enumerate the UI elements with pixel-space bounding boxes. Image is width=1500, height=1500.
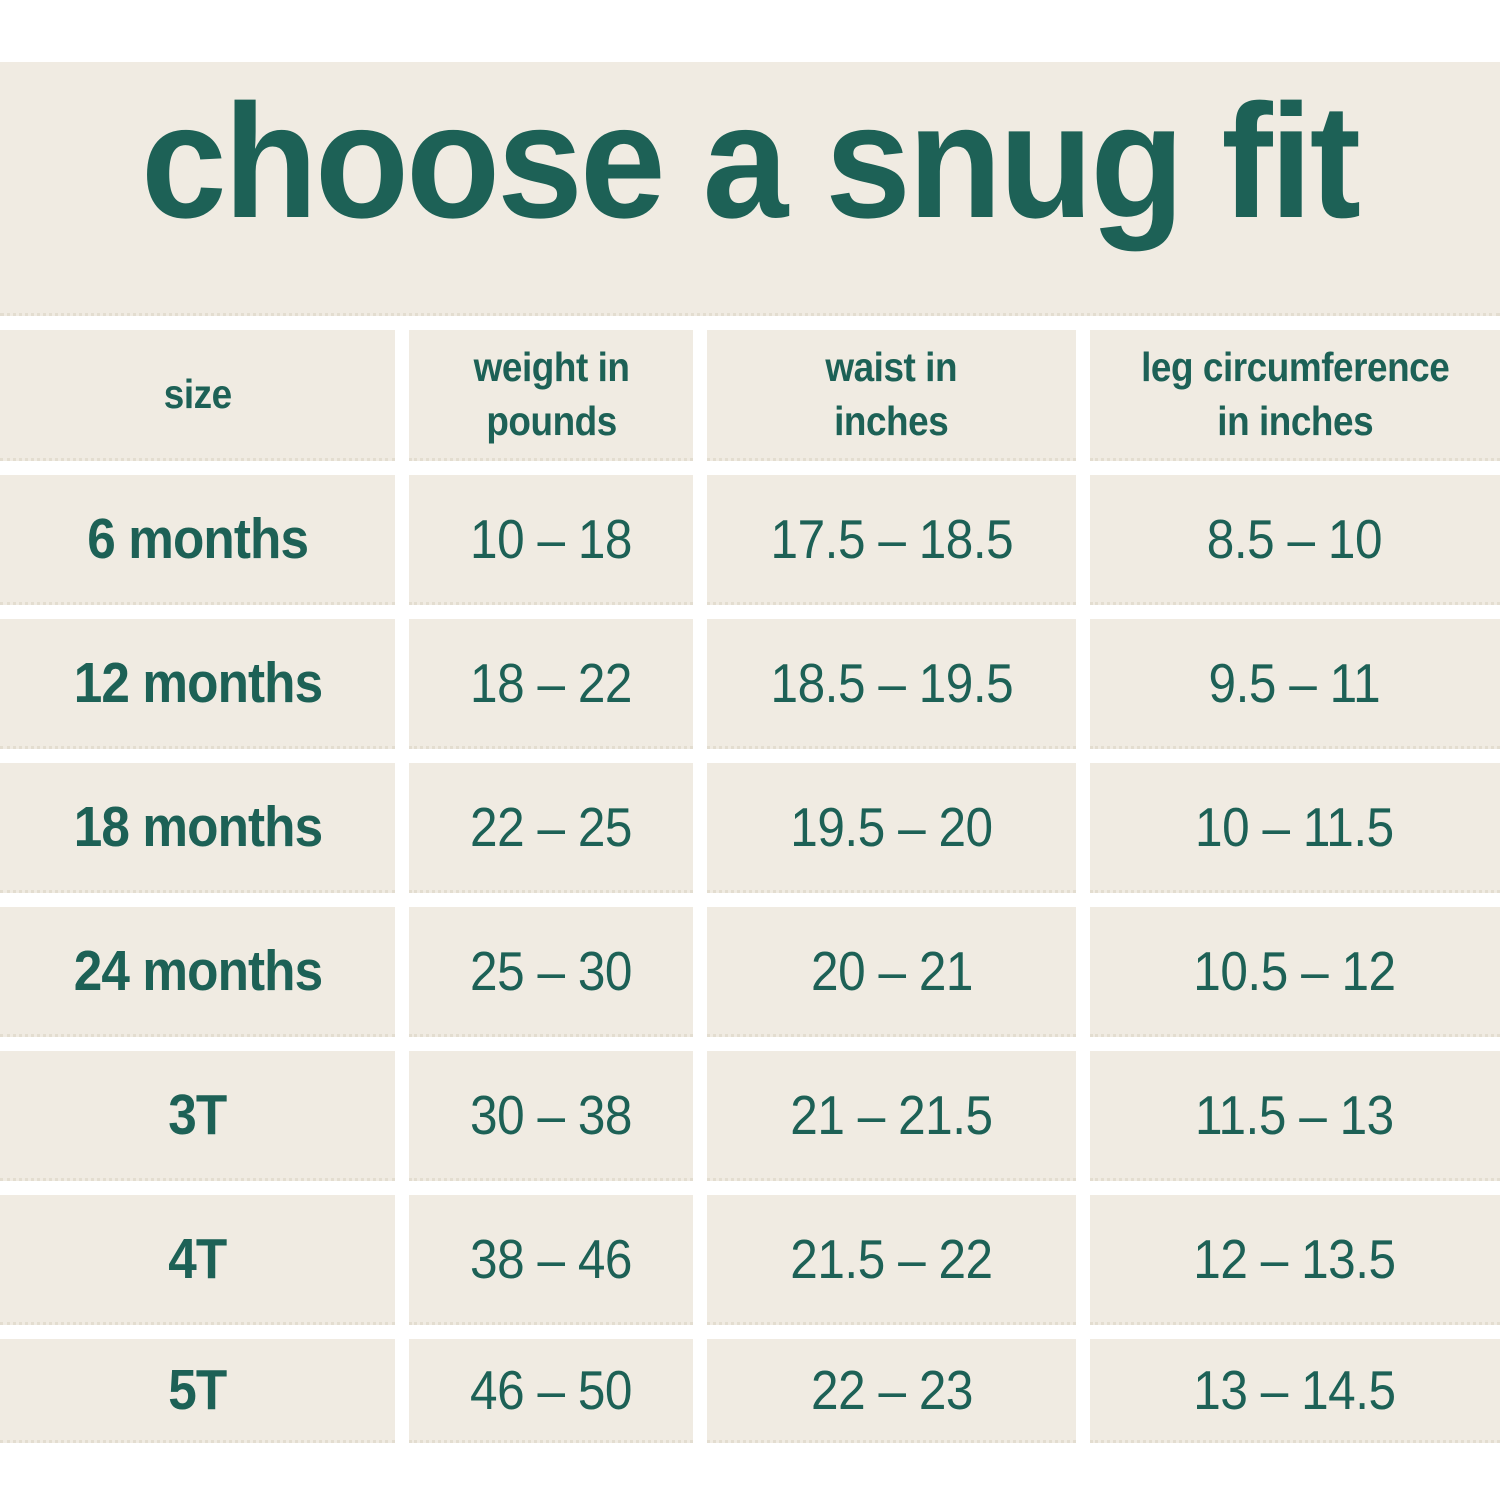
page-title: choose a snug fit	[141, 70, 1361, 252]
leg-value-cell: 8.5 – 10	[1089, 475, 1500, 605]
weight-value-cell: 38 – 46	[409, 1195, 694, 1325]
waist-value: 20 – 21	[810, 939, 973, 1002]
waist-value-cell: 22 – 23	[707, 1339, 1076, 1443]
size-label-cell: 6 months	[0, 475, 396, 605]
weight-value-cell: 22 – 25	[409, 763, 694, 893]
size-label: 6 months	[87, 506, 309, 571]
size-label-cell: 12 months	[0, 619, 396, 749]
size-label-cell: 3T	[0, 1051, 396, 1181]
weight-value-cell: 18 – 22	[409, 619, 694, 749]
weight-value: 18 – 22	[470, 651, 633, 714]
size-label-cell: 4T	[0, 1195, 396, 1325]
size-label-cell: 24 months	[0, 907, 396, 1037]
column-header-leg: leg circumference in inches	[1089, 330, 1500, 461]
waist-value: 21.5 – 22	[790, 1227, 993, 1290]
column-header-weight-label: weight in pounds	[473, 343, 630, 444]
leg-value: 8.5 – 10	[1207, 507, 1383, 570]
leg-value-cell: 10 – 11.5	[1089, 763, 1500, 893]
leg-value-cell: 9.5 – 11	[1089, 619, 1500, 749]
waist-value: 17.5 – 18.5	[770, 507, 1013, 570]
size-label-cell: 18 months	[0, 763, 396, 893]
weight-value: 46 – 50	[470, 1358, 633, 1421]
column-header-waist-label: waist in inches	[825, 343, 958, 444]
weight-value: 38 – 46	[470, 1227, 633, 1290]
leg-value-cell: 11.5 – 13	[1089, 1051, 1500, 1181]
leg-value: 13 – 14.5	[1193, 1358, 1397, 1421]
title-banner: choose a snug fit	[0, 62, 1500, 316]
column-header-waist: waist in inches	[707, 330, 1076, 461]
size-label: 24 months	[73, 938, 322, 1003]
waist-value-cell: 21 – 21.5	[707, 1051, 1076, 1181]
waist-value-cell: 21.5 – 22	[707, 1195, 1076, 1325]
size-label: 5T	[168, 1357, 228, 1422]
weight-value-cell: 46 – 50	[409, 1339, 694, 1443]
weight-value: 25 – 30	[470, 939, 633, 1002]
column-header-weight: weight in pounds	[409, 330, 694, 461]
leg-value: 10.5 – 12	[1193, 939, 1397, 1002]
weight-value-cell: 10 – 18	[409, 475, 694, 605]
waist-value: 18.5 – 19.5	[770, 651, 1013, 714]
weight-value: 30 – 38	[470, 1083, 633, 1146]
size-label: 3T	[168, 1082, 228, 1147]
leg-value: 9.5 – 11	[1209, 651, 1381, 714]
waist-value-cell: 17.5 – 18.5	[707, 475, 1076, 605]
leg-value: 11.5 – 13	[1195, 1083, 1395, 1146]
leg-value: 10 – 11.5	[1195, 795, 1395, 858]
column-header-leg-label: leg circumference in inches	[1140, 343, 1450, 444]
weight-value: 10 – 18	[470, 507, 633, 570]
weight-value: 22 – 25	[470, 795, 633, 858]
leg-value-cell: 10.5 – 12	[1089, 907, 1500, 1037]
column-header-size-label: size	[163, 370, 232, 417]
waist-value: 19.5 – 20	[790, 795, 993, 858]
weight-value-cell: 25 – 30	[409, 907, 694, 1037]
waist-value-cell: 18.5 – 19.5	[707, 619, 1076, 749]
waist-value: 21 – 21.5	[790, 1083, 993, 1146]
column-header-size: size	[0, 330, 396, 461]
leg-value-cell: 12 – 13.5	[1089, 1195, 1500, 1325]
size-label-cell: 5T	[0, 1339, 396, 1443]
waist-value-cell: 20 – 21	[707, 907, 1076, 1037]
size-table: size weight in pounds waist in inches le…	[0, 330, 1500, 1443]
size-label: 4T	[168, 1226, 228, 1291]
leg-value: 12 – 13.5	[1193, 1227, 1397, 1290]
weight-value-cell: 30 – 38	[409, 1051, 694, 1181]
waist-value-cell: 19.5 – 20	[707, 763, 1076, 893]
size-label: 12 months	[73, 650, 322, 715]
leg-value-cell: 13 – 14.5	[1089, 1339, 1500, 1443]
size-label: 18 months	[73, 794, 322, 859]
waist-value: 22 – 23	[810, 1358, 973, 1421]
